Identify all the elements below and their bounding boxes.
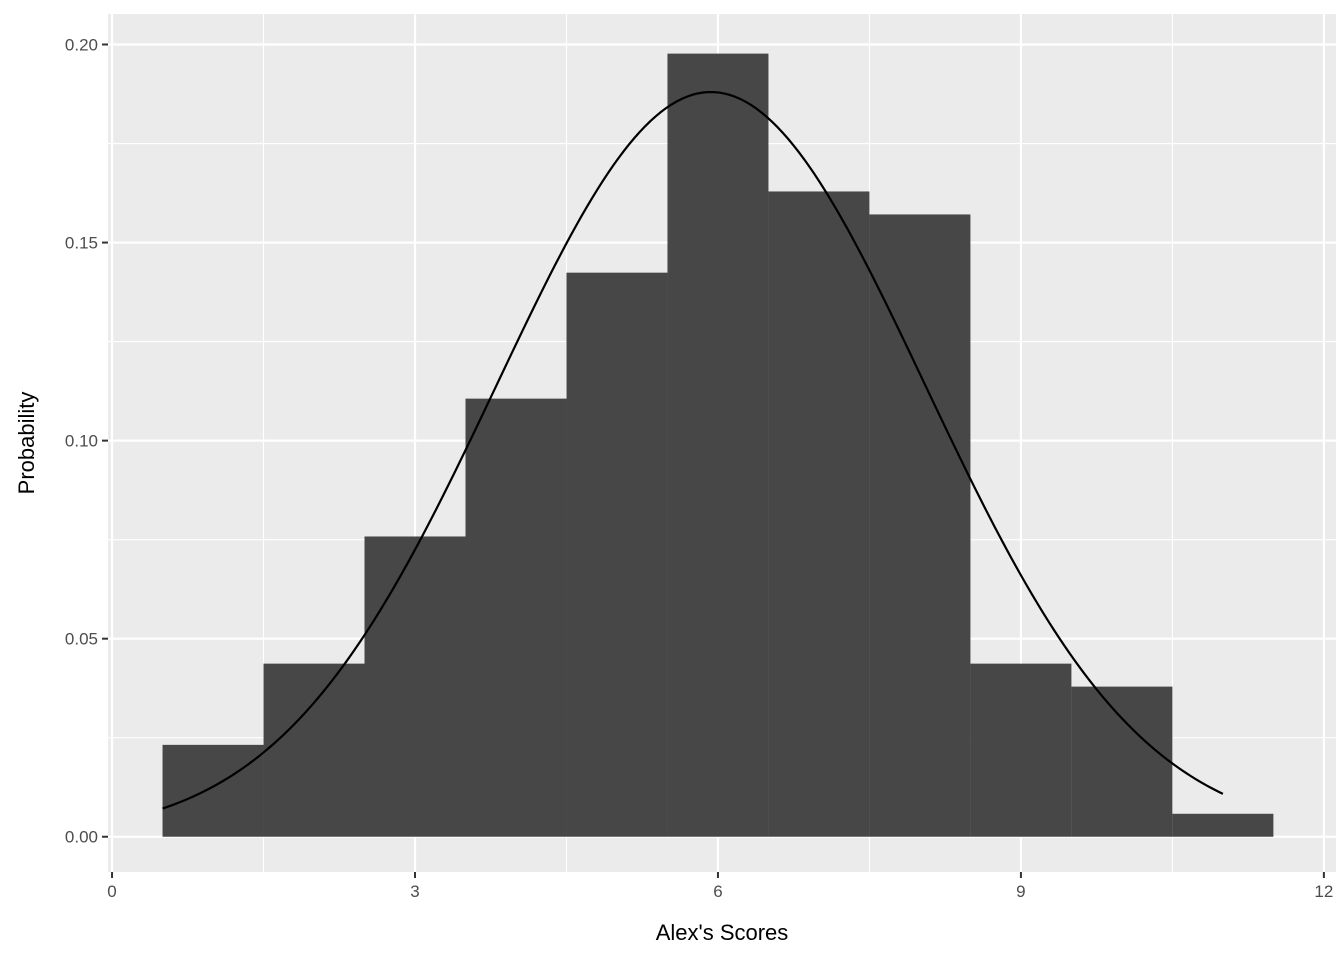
histogram-bar xyxy=(1071,686,1173,837)
y-tick-label: 0.10 xyxy=(65,432,98,451)
x-tick-label: 12 xyxy=(1314,882,1333,901)
histogram-bar xyxy=(465,398,567,837)
histogram-bar xyxy=(1172,813,1274,837)
y-axis-label: Probability xyxy=(14,392,39,495)
x-tick-label: 0 xyxy=(107,882,116,901)
density-curve xyxy=(162,90,1224,810)
x-axis-label: Alex's Scores xyxy=(656,920,789,945)
histogram-bar xyxy=(364,536,466,837)
y-tick-label: 0.15 xyxy=(65,234,98,253)
histogram-bar xyxy=(869,214,971,837)
y-tick-label: 0.05 xyxy=(65,630,98,649)
histogram-bar xyxy=(263,663,365,837)
histogram-bar xyxy=(667,53,769,837)
x-tick-label: 6 xyxy=(713,882,722,901)
histogram-bar xyxy=(566,272,668,837)
histogram-bar xyxy=(970,663,1072,837)
x-tick-label: 3 xyxy=(410,882,419,901)
y-tick-label: 0.20 xyxy=(65,36,98,55)
histogram-bar xyxy=(162,744,264,837)
x-tick-label: 9 xyxy=(1016,882,1025,901)
histogram-bar xyxy=(768,191,870,837)
y-tick-label: 0.00 xyxy=(65,828,98,847)
